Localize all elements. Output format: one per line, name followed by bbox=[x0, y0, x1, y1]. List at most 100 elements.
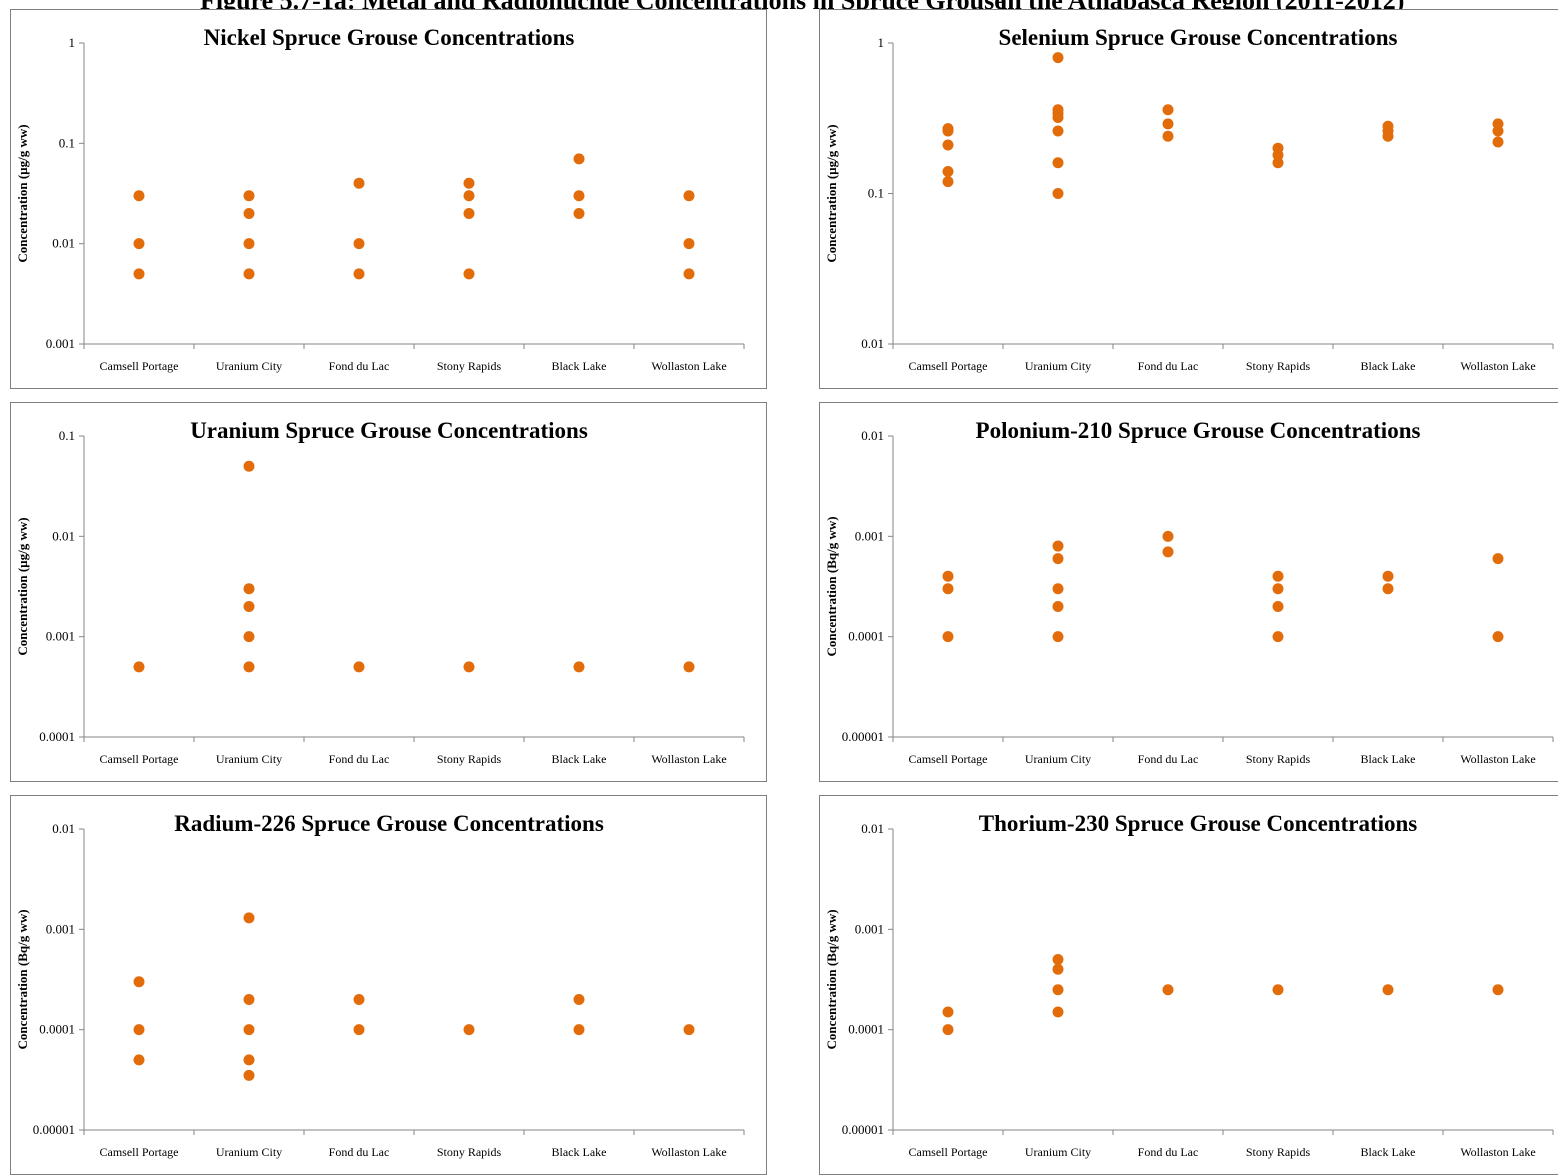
x-category-label: Wollaston Lake bbox=[1460, 752, 1535, 766]
x-category-label: Stony Rapids bbox=[437, 359, 502, 373]
x-category-label: Fond du Lac bbox=[1138, 752, 1199, 766]
x-category-label: Wollaston Lake bbox=[651, 359, 726, 373]
data-point bbox=[1052, 984, 1064, 996]
data-point bbox=[463, 1024, 475, 1036]
data-point bbox=[1052, 631, 1064, 643]
data-point bbox=[1382, 583, 1394, 595]
y-tick-label: 1 bbox=[69, 35, 76, 50]
x-category-label: Camsell Portage bbox=[100, 359, 179, 373]
data-point bbox=[243, 661, 255, 673]
data-point bbox=[1052, 1006, 1064, 1018]
data-point bbox=[1272, 583, 1284, 595]
data-point bbox=[1492, 136, 1504, 148]
y-axis-label: Concentration (µg/g ww) bbox=[15, 124, 30, 262]
data-point bbox=[243, 993, 255, 1005]
data-point bbox=[133, 976, 145, 988]
data-point bbox=[243, 912, 255, 924]
chart-panel-uranium: Uranium Spruce Grouse Concentrations Conc… bbox=[10, 402, 767, 782]
y-tick-label: 0.00001 bbox=[842, 729, 884, 744]
data-point bbox=[683, 238, 695, 250]
data-point bbox=[1272, 631, 1284, 643]
y-tick-label: 0.001 bbox=[46, 336, 75, 351]
chart-svg: Uranium Spruce Grouse Concentrations Conc… bbox=[15, 418, 745, 766]
data-point bbox=[1162, 546, 1174, 558]
chart-title: Radium-226 Spruce Grouse Concentrations bbox=[174, 811, 604, 836]
data-point bbox=[243, 207, 255, 219]
chart-svg: Radium-226 Spruce Grouse Concentrations C… bbox=[15, 811, 745, 1159]
data-point bbox=[1052, 188, 1064, 199]
data-point bbox=[1162, 130, 1174, 142]
data-point bbox=[353, 1024, 365, 1036]
data-point bbox=[1162, 118, 1174, 130]
x-category-label: Stony Rapids bbox=[1246, 1145, 1311, 1159]
y-tick-label: 0.00001 bbox=[33, 1122, 75, 1137]
x-category-label: Fond du Lac bbox=[1138, 1145, 1199, 1159]
x-category-label: Fond du Lac bbox=[329, 1145, 390, 1159]
data-point bbox=[1492, 125, 1504, 137]
y-tick-label: 0.001 bbox=[46, 629, 75, 644]
data-point bbox=[243, 238, 255, 250]
data-point bbox=[243, 1069, 255, 1081]
y-axis-label: Concentration (Bq/g ww) bbox=[824, 909, 839, 1049]
data-point bbox=[463, 661, 475, 673]
data-point bbox=[942, 125, 954, 137]
data-point bbox=[1162, 984, 1174, 996]
chart-panel-nickel: Nickel Spruce Grouse Concentrations Conce… bbox=[10, 9, 767, 389]
data-point bbox=[353, 268, 365, 280]
x-category-label: Uranium City bbox=[216, 359, 282, 373]
data-point bbox=[353, 661, 365, 673]
data-point bbox=[1162, 104, 1174, 116]
x-category-label: Black Lake bbox=[1361, 1145, 1416, 1159]
data-point bbox=[133, 190, 145, 202]
data-point bbox=[1272, 570, 1284, 582]
data-point bbox=[353, 238, 365, 250]
x-category-label: Black Lake bbox=[1361, 359, 1416, 373]
y-tick-label: 0.01 bbox=[52, 821, 75, 836]
chart-panel-thorium-230: Thorium-230 Spruce Grouse Concentrations… bbox=[819, 795, 1558, 1175]
data-point bbox=[1052, 125, 1064, 137]
data-point bbox=[1052, 600, 1064, 612]
data-point bbox=[1492, 553, 1504, 565]
data-point bbox=[942, 570, 954, 582]
x-category-label: Black Lake bbox=[552, 1145, 607, 1159]
data-point bbox=[463, 207, 475, 219]
chart-title: Polonium-210 Spruce Grouse Concentration… bbox=[976, 418, 1421, 443]
y-tick-label: 0.0001 bbox=[848, 1022, 884, 1037]
x-category-label: Camsell Portage bbox=[909, 359, 988, 373]
data-point bbox=[243, 1054, 255, 1066]
data-point bbox=[1052, 111, 1064, 123]
chart-svg: Selenium Spruce Grouse Concentrations Con… bbox=[824, 25, 1554, 373]
x-category-label: Fond du Lac bbox=[329, 359, 390, 373]
chart-panel-selenium: Selenium Spruce Grouse Concentrations Con… bbox=[819, 9, 1558, 389]
data-point bbox=[243, 1024, 255, 1036]
y-tick-label: 0.001 bbox=[855, 528, 884, 543]
data-point bbox=[683, 268, 695, 280]
y-tick-label: 0.01 bbox=[861, 428, 884, 443]
y-tick-label: 0.01 bbox=[52, 528, 75, 543]
data-point bbox=[1492, 984, 1504, 996]
data-point bbox=[683, 1024, 695, 1036]
y-tick-label: 0.01 bbox=[52, 236, 75, 251]
data-point bbox=[942, 166, 954, 178]
data-point bbox=[1052, 553, 1064, 565]
data-point bbox=[133, 238, 145, 250]
chart-title: Selenium Spruce Grouse Concentrations bbox=[999, 25, 1398, 50]
x-category-label: Black Lake bbox=[1361, 752, 1416, 766]
chart-title: Thorium-230 Spruce Grouse Concentrations bbox=[979, 811, 1418, 836]
x-category-label: Uranium City bbox=[216, 1145, 282, 1159]
data-point bbox=[243, 460, 255, 472]
data-point bbox=[353, 993, 365, 1005]
y-tick-label: 0.0001 bbox=[39, 1022, 75, 1037]
y-axis-label: Concentration (µg/g ww) bbox=[824, 124, 839, 262]
data-point bbox=[942, 1006, 954, 1018]
data-point bbox=[243, 600, 255, 612]
data-point bbox=[1052, 52, 1064, 64]
data-point bbox=[942, 139, 954, 151]
chart-svg: Nickel Spruce Grouse Concentrations Conce… bbox=[15, 25, 745, 373]
data-point bbox=[1382, 570, 1394, 582]
x-category-label: Uranium City bbox=[216, 752, 282, 766]
x-category-label: Camsell Portage bbox=[100, 1145, 179, 1159]
data-point bbox=[683, 190, 695, 202]
data-point bbox=[133, 268, 145, 280]
data-point bbox=[1272, 600, 1284, 612]
